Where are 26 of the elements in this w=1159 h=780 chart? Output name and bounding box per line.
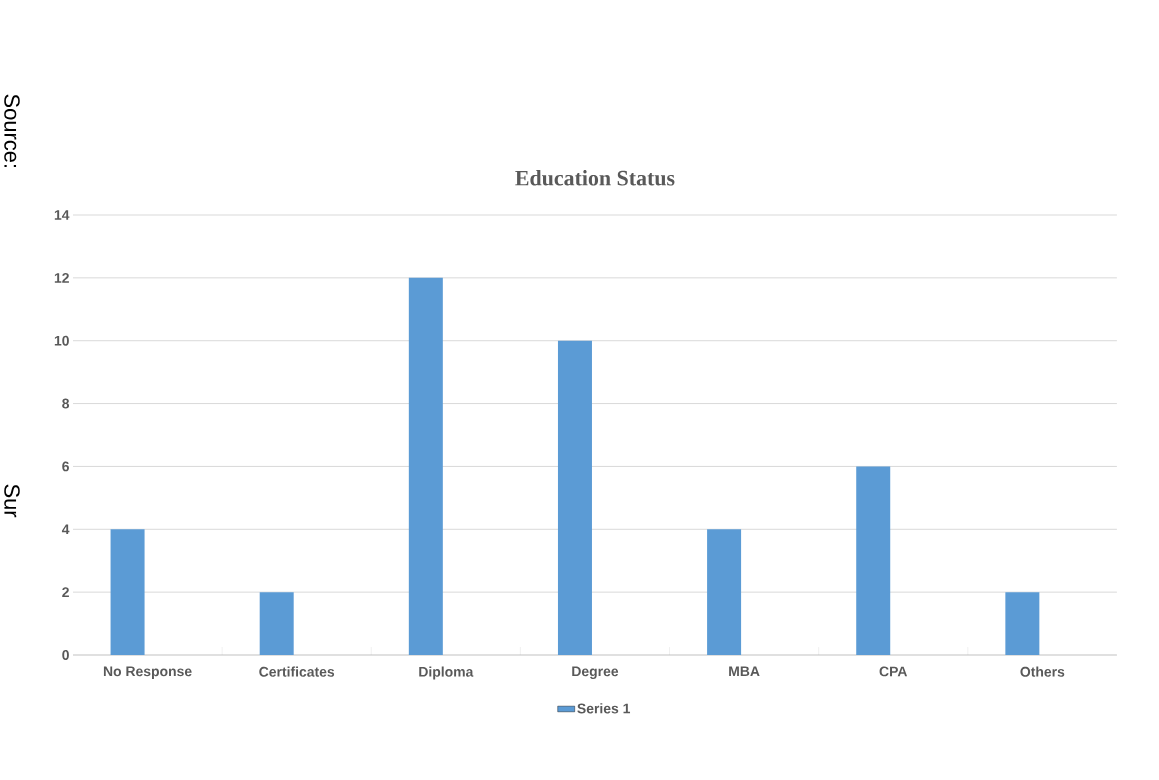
text: Sur (4, 484, 20, 518)
x-tick-label: Degree (572, 666, 619, 680)
y-tick-label: 14 (54, 210, 70, 220)
source-note: Source: (4, 94, 20, 168)
y-tick-label: 2 (62, 587, 69, 598)
x-tick-label: CPA (879, 666, 908, 677)
bar (408, 277, 443, 655)
bar (557, 340, 592, 655)
bar (259, 592, 294, 655)
bar (110, 529, 145, 655)
x-tick-label: Others (1020, 666, 1065, 677)
chart-title: Education Status (515, 170, 675, 186)
y-tick-label: 10 (54, 335, 69, 346)
bar (707, 529, 742, 655)
y-tick-label: 12 (54, 272, 69, 283)
bar (1005, 592, 1040, 655)
y-tick-label: 6 (62, 461, 69, 472)
x-tick-label: MBA (729, 666, 760, 677)
x-tick-label: No Response (103, 666, 192, 679)
y-tick-label: 4 (61, 524, 70, 535)
x-tick-label: Certificates (259, 666, 335, 677)
x-tick-label: Diploma (419, 666, 474, 680)
bar (856, 466, 891, 655)
y-tick-label: 8 (62, 398, 70, 409)
legend-label: Series 1 (577, 703, 631, 714)
y-tick-label: 0 (62, 650, 69, 660)
